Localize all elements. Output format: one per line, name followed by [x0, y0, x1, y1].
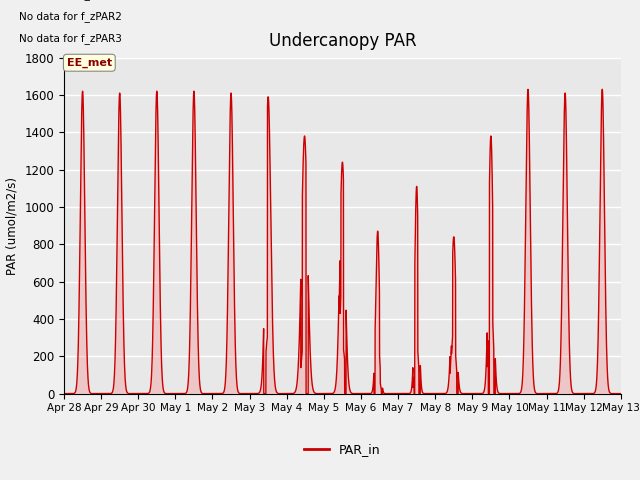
Y-axis label: PAR (umol/m2/s): PAR (umol/m2/s) [6, 177, 19, 275]
Text: No data for f_zPAR2: No data for f_zPAR2 [19, 11, 122, 22]
Legend: PAR_in: PAR_in [299, 438, 386, 461]
Text: No data for f_zPAR3: No data for f_zPAR3 [19, 33, 122, 44]
Title: Undercanopy PAR: Undercanopy PAR [269, 33, 416, 50]
Text: EE_met: EE_met [67, 58, 112, 68]
